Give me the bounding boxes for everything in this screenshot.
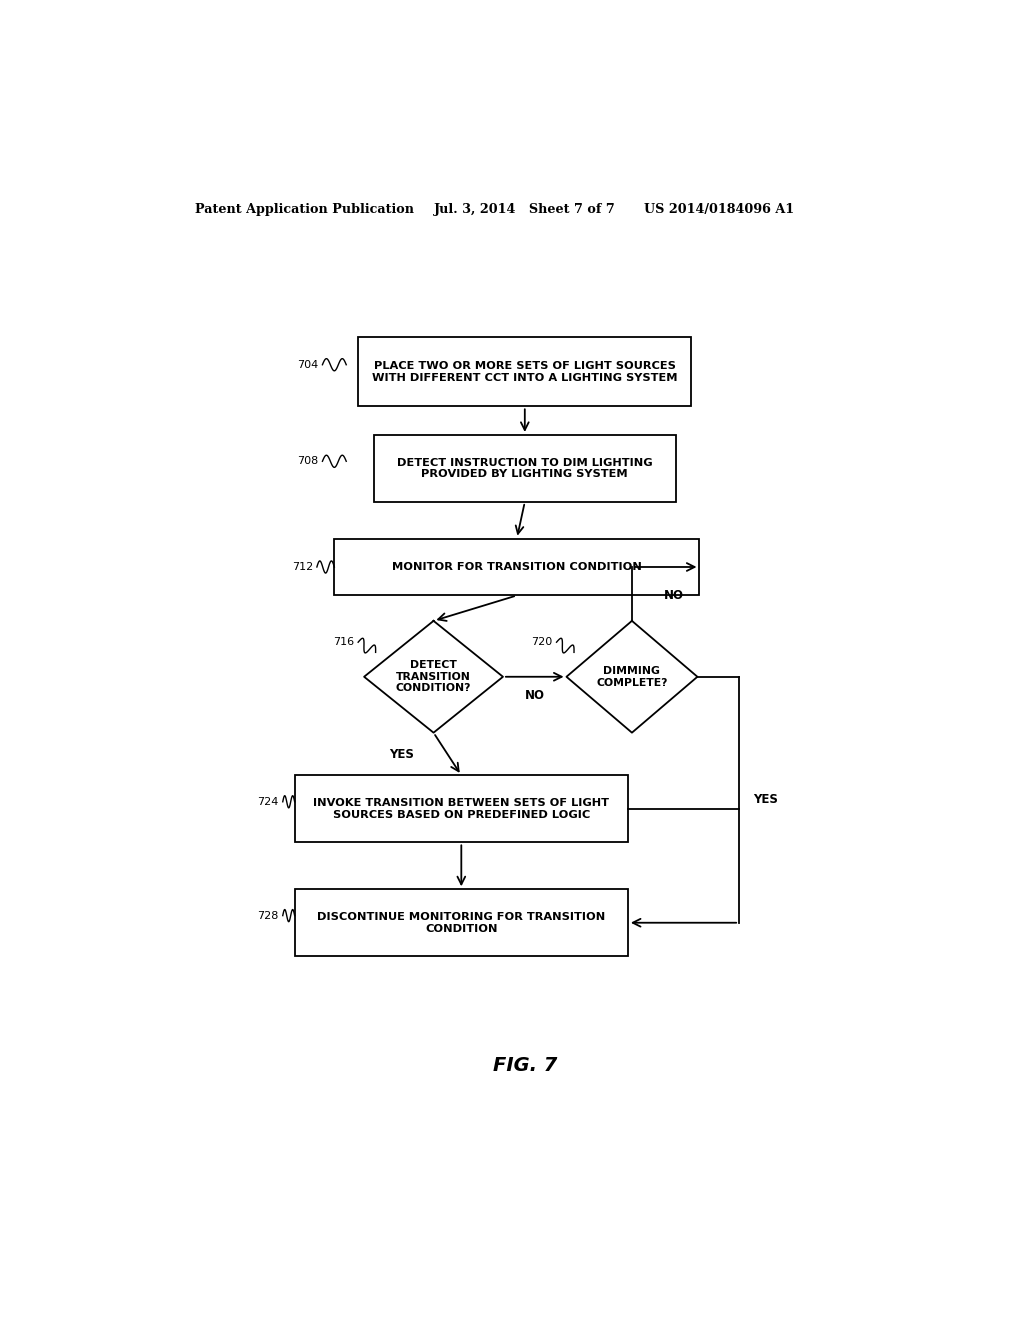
Text: 728: 728 — [257, 911, 279, 920]
Text: PLACE TWO OR MORE SETS OF LIGHT SOURCES
WITH DIFFERENT CCT INTO A LIGHTING SYSTE: PLACE TWO OR MORE SETS OF LIGHT SOURCES … — [372, 362, 678, 383]
Text: FIG. 7: FIG. 7 — [493, 1056, 557, 1074]
Text: MONITOR FOR TRANSITION CONDITION: MONITOR FOR TRANSITION CONDITION — [392, 562, 642, 572]
Text: Jul. 3, 2014   Sheet 7 of 7: Jul. 3, 2014 Sheet 7 of 7 — [433, 203, 615, 215]
Bar — [374, 434, 676, 502]
Text: US 2014/0184096 A1: US 2014/0184096 A1 — [644, 203, 794, 215]
Text: NO: NO — [664, 589, 684, 602]
Text: YES: YES — [389, 747, 414, 760]
Text: DIMMING
COMPLETE?: DIMMING COMPLETE? — [596, 667, 668, 688]
Text: 712: 712 — [292, 562, 313, 572]
Bar — [295, 890, 628, 956]
Text: DISCONTINUE MONITORING FOR TRANSITION
CONDITION: DISCONTINUE MONITORING FOR TRANSITION CO… — [317, 912, 605, 933]
Bar — [295, 775, 628, 842]
Text: INVOKE TRANSITION BETWEEN SETS OF LIGHT
SOURCES BASED ON PREDEFINED LOGIC: INVOKE TRANSITION BETWEEN SETS OF LIGHT … — [313, 799, 609, 820]
Text: 704: 704 — [297, 360, 318, 370]
Polygon shape — [365, 620, 503, 733]
Text: DETECT
TRANSITION
CONDITION?: DETECT TRANSITION CONDITION? — [396, 660, 471, 693]
Text: 716: 716 — [333, 638, 354, 647]
Bar — [358, 338, 691, 407]
Text: Patent Application Publication: Patent Application Publication — [196, 203, 415, 215]
Bar — [334, 539, 699, 595]
Text: 724: 724 — [257, 797, 279, 807]
Text: 720: 720 — [531, 638, 553, 647]
Polygon shape — [566, 620, 697, 733]
Text: YES: YES — [754, 793, 778, 807]
Text: NO: NO — [524, 689, 545, 701]
Text: 708: 708 — [297, 457, 318, 466]
Text: DETECT INSTRUCTION TO DIM LIGHTING
PROVIDED BY LIGHTING SYSTEM: DETECT INSTRUCTION TO DIM LIGHTING PROVI… — [397, 458, 652, 479]
